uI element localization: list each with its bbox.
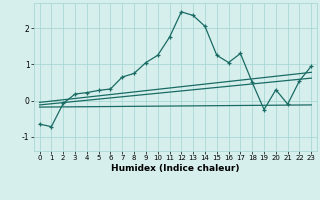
- X-axis label: Humidex (Indice chaleur): Humidex (Indice chaleur): [111, 164, 240, 173]
